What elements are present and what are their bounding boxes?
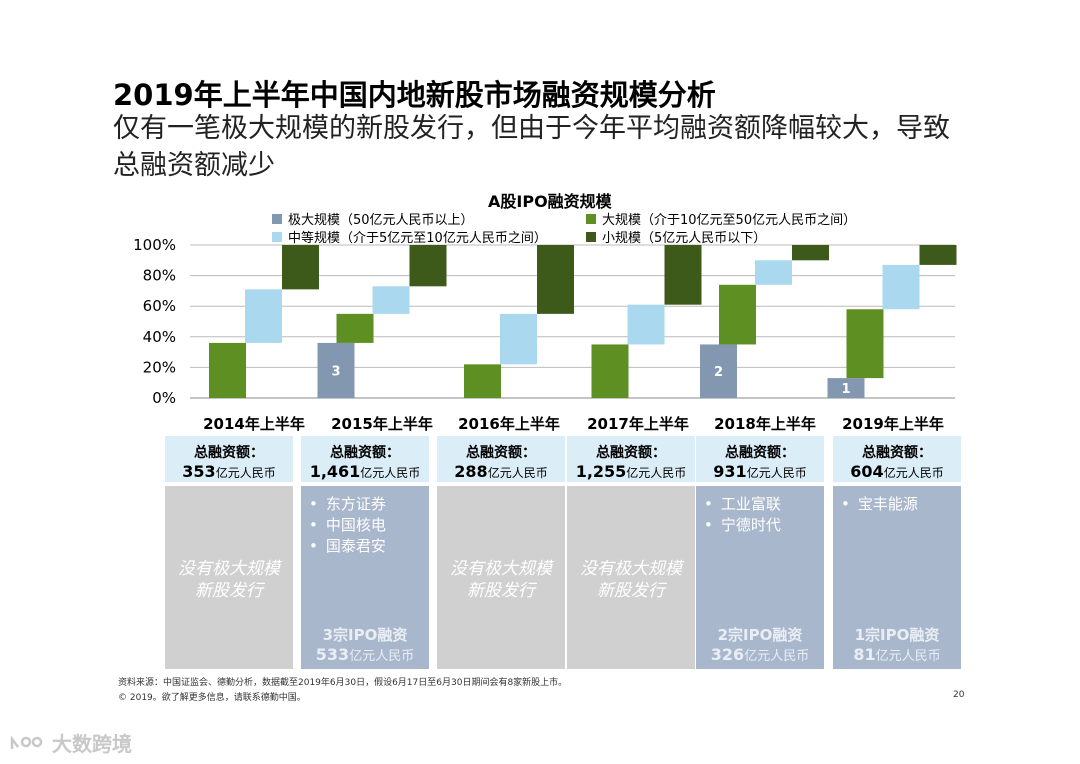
bar-medium (755, 260, 792, 285)
legend-medium: 中等规模（介于5亿元至10亿元人民币之间） (272, 227, 547, 246)
bar-medium (882, 264, 920, 310)
copyright-note: © 2019。欲了解更多信息，请联系德勤中国。 (118, 693, 306, 703)
bar-small (919, 245, 957, 265)
total-financing-value: 1,461亿元人民币 (309, 462, 421, 481)
watermark-logo-icon (10, 734, 43, 749)
total-financing-box: 总融资额： 1,255亿元人民币 (567, 436, 695, 482)
legend-label-extra-large: 极大规模（50亿元人民币以上） (288, 213, 474, 228)
total-financing-label: 总融资额： (725, 445, 795, 461)
legend-swatch-medium (272, 231, 282, 242)
y-tick-label: 0% (152, 389, 176, 407)
bar-large (464, 364, 501, 398)
bar-data-label: 3 (331, 364, 340, 379)
ipo-deal-summary: 3宗IPO融资 533亿元人民币 (315, 626, 415, 664)
bar-small (792, 245, 829, 261)
legend-swatch-large (586, 213, 596, 224)
x-tick-label: 2014年上半年 (203, 415, 305, 433)
x-tick-label: 2017年上半年 (587, 415, 689, 433)
extra-large-ipo-detail-box: 没有极大规模 新股发行 (437, 486, 565, 669)
extra-large-ipo-detail-box: 没有极大规模 新股发行 (165, 486, 293, 669)
legend-extra-large: 极大规模（50亿元人民币以上） (272, 209, 474, 228)
total-financing-box: 总融资额： 353亿元人民币 (165, 436, 293, 482)
bar-small (664, 245, 702, 305)
total-financing-label: 总融资额： (194, 445, 264, 461)
total-financing-label: 总融资额： (330, 445, 400, 461)
total-financing-box: 总融资额： 1,461亿元人民币 (301, 436, 429, 482)
total-financing-value: 353亿元人民币 (182, 462, 276, 481)
bar-extra_large (700, 344, 737, 398)
bar-large (336, 313, 374, 343)
legend-swatch-extra-large (272, 213, 282, 224)
no-extra-large-ipo-note: 没有极大规模 新股发行 (580, 559, 682, 601)
no-extra-large-ipo-note: 没有极大规模 新股发行 (450, 559, 552, 601)
total-financing-value: 1,255亿元人民币 (575, 462, 687, 481)
total-financing-label: 总融资额： (862, 445, 932, 461)
chart-title: A股IPO融资规模 (488, 192, 612, 211)
legend-label-large: 大规模（介于10亿元至50亿元人民币之间） (602, 213, 857, 228)
bar-data-label: 2 (714, 365, 723, 380)
bar-small (409, 245, 447, 287)
bar-data-label: 1 (841, 382, 850, 397)
bar-medium (245, 289, 282, 343)
ipo-company-item: 工业富联 (704, 494, 781, 515)
source-note: 资料来源：中国证监会、德勤分析，数据截至2019年6月30日，假设6月17日至6… (118, 678, 568, 688)
legend-label-medium: 中等规模（介于5亿元至10亿元人民币之间） (288, 231, 547, 246)
ipo-company-item: 东方证券 (309, 494, 386, 515)
ipo-company-item: 中国核电 (309, 515, 386, 536)
bar-extra_large (827, 378, 865, 398)
bar-medium (372, 286, 410, 314)
x-tick-label: 2015年上半年 (331, 415, 433, 433)
total-financing-value: 288亿元人民币 (454, 462, 548, 481)
ipo-company-item: 宝丰能源 (841, 494, 918, 515)
y-tick-label: 20% (143, 358, 176, 376)
bar-large (209, 342, 246, 398)
page-title: 2019年上半年中国内地新股市场融资规模分析 (113, 78, 716, 112)
bar-small (537, 245, 574, 314)
ipo-company-list: 东方证券中国核电国泰君安 (309, 494, 386, 557)
extra-large-ipo-detail-box: 没有极大规模 新股发行 (567, 486, 695, 669)
bar-large (846, 309, 884, 379)
ipo-company-list: 工业富联宁德时代 (704, 494, 781, 536)
y-tick-label: 80% (143, 267, 176, 285)
bar-extra_large (317, 342, 355, 398)
y-tick-label: 60% (143, 297, 176, 315)
x-tick-label: 2019年上半年 (842, 415, 944, 433)
ipo-deal-summary: 2宗IPO融资 326亿元人民币 (710, 626, 810, 664)
legend-small: 小规模（5亿元人民币以下） (586, 227, 766, 246)
bar-large (591, 344, 629, 398)
x-tick-label: 2016年上半年 (458, 415, 560, 433)
total-financing-value: 604亿元人民币 (850, 462, 944, 481)
ipo-company-item: 宁德时代 (704, 515, 781, 536)
total-financing-label: 总融资额： (466, 445, 536, 461)
bar-large (719, 284, 756, 345)
total-financing-value: 931亿元人民币 (713, 462, 807, 481)
watermark-text: 大数跨境 (52, 732, 132, 756)
legend-swatch-small (586, 231, 596, 242)
watermark: 大数跨境 (8, 728, 132, 757)
legend-label-small: 小规模（5亿元人民币以下） (602, 231, 767, 246)
ipo-company-item: 国泰君安 (309, 536, 386, 557)
bar-medium (500, 313, 537, 365)
y-tick-label: 100% (133, 236, 176, 254)
legend-large: 大规模（介于10亿元至50亿元人民币之间） (586, 209, 856, 228)
bar-medium (627, 304, 665, 345)
y-tick-label: 40% (143, 328, 176, 346)
ipo-deal-summary: 1宗IPO融资 81亿元人民币 (853, 626, 941, 664)
no-extra-large-ipo-note: 没有极大规模 新股发行 (178, 559, 280, 601)
ipo-company-list: 宝丰能源 (841, 494, 918, 515)
page-number: 20 (953, 690, 965, 700)
x-tick-label: 2018年上半年 (714, 415, 816, 433)
bar-small (282, 245, 319, 290)
page-subtitle: 仅有一笔极大规模的新股发行，但由于今年平均融资额降幅较大，导致总融资额减少 (113, 113, 950, 181)
total-financing-box: 总融资额： 931亿元人民币 (696, 436, 824, 482)
total-financing-box: 总融资额： 288亿元人民币 (437, 436, 565, 482)
total-financing-label: 总融资额： (596, 445, 666, 461)
total-financing-box: 总融资额： 604亿元人民币 (833, 436, 961, 482)
